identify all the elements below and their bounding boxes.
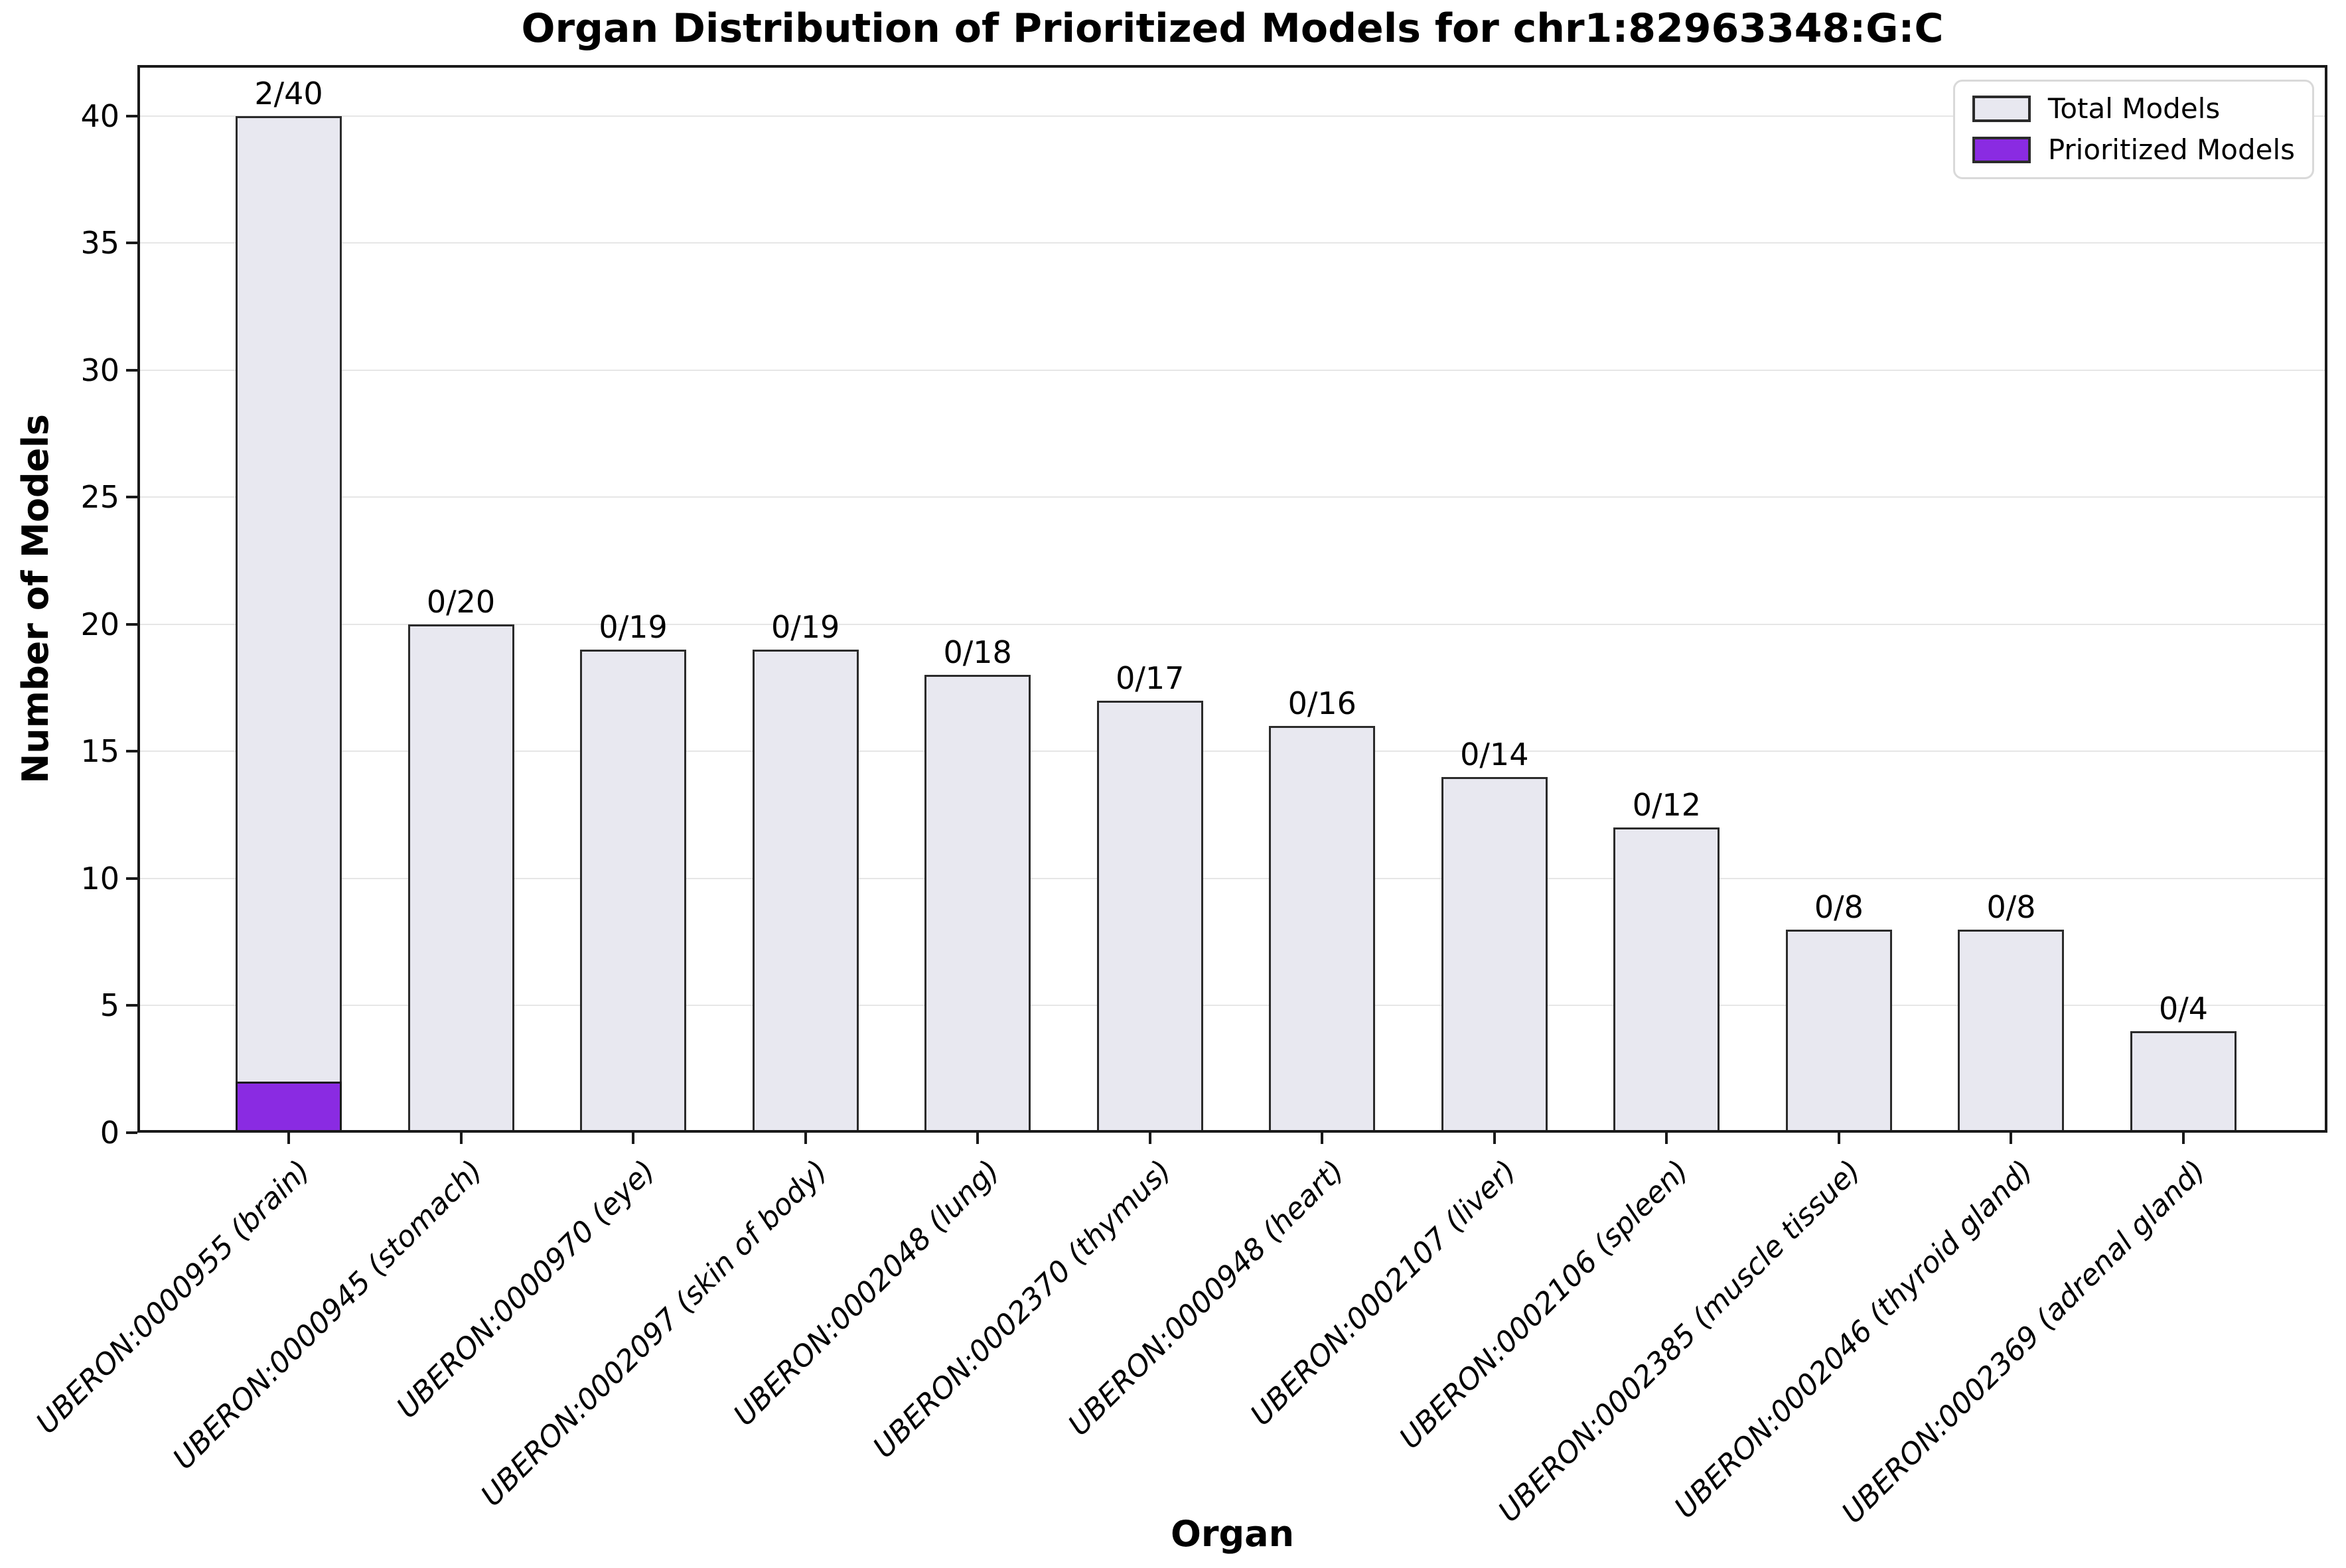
bar-annotation: 0/8 xyxy=(1986,889,2036,925)
y-axis-tick xyxy=(126,750,137,753)
bar-annotation: 0/12 xyxy=(1632,787,1702,823)
x-axis-tick xyxy=(632,1133,635,1144)
legend-label-prioritized-models: Prioritized Models xyxy=(2047,133,2295,166)
gridline xyxy=(140,115,2325,117)
total-bar xyxy=(1613,827,1720,1133)
y-axis-tick xyxy=(126,242,137,245)
x-axis-tick xyxy=(1493,1133,1496,1144)
bar-annotation: 0/18 xyxy=(943,634,1012,671)
x-axis-tick xyxy=(1321,1133,1324,1144)
bar-annotation: 0/8 xyxy=(1814,889,1864,925)
bar-annotation: 0/19 xyxy=(770,609,840,646)
y-tick-label: 30 xyxy=(80,352,119,388)
total-bar xyxy=(1096,700,1203,1133)
y-tick-label: 0 xyxy=(100,1115,119,1151)
y-tick-label: 15 xyxy=(80,733,119,770)
total-bar xyxy=(580,650,687,1133)
total-bar xyxy=(1441,776,1548,1133)
x-axis-label: Organ xyxy=(1170,1513,1295,1555)
y-axis-tick xyxy=(126,496,137,499)
x-tick-label: UBERON:0002046 (thyroid gland) xyxy=(1668,1153,2040,1526)
legend-swatch-total-models xyxy=(1972,96,2031,122)
x-tick-label: UBERON:0000948 (heart) xyxy=(1061,1153,1351,1443)
chart-title: Organ Distribution of Prioritized Models… xyxy=(521,5,1944,52)
x-axis-tick xyxy=(459,1133,463,1144)
gridline xyxy=(140,496,2325,498)
x-axis-tick xyxy=(1837,1133,1840,1144)
bar-annotation: 0/19 xyxy=(599,609,668,646)
gridline xyxy=(140,369,2325,371)
x-axis-tick xyxy=(287,1133,290,1144)
y-axis-tick xyxy=(126,114,137,117)
x-axis-tick xyxy=(2182,1133,2185,1144)
legend-item-prioritized: Prioritized Models xyxy=(1972,132,2295,168)
x-axis-tick xyxy=(804,1133,807,1144)
bar-annotation: 0/17 xyxy=(1116,660,1185,696)
bar-annotation: 0/16 xyxy=(1287,685,1356,722)
y-axis-tick xyxy=(126,622,137,626)
y-tick-label: 10 xyxy=(80,860,119,896)
x-tick-label: UBERON:0002370 (thymus) xyxy=(867,1153,1179,1465)
bar-annotation: 0/20 xyxy=(426,583,496,620)
prioritized-bar xyxy=(236,1082,342,1133)
y-tick-label: 35 xyxy=(80,225,119,261)
y-axis-tick xyxy=(126,1004,137,1007)
x-tick-label: UBERON:0002369 (adrenal gland) xyxy=(1835,1153,2212,1531)
bar-annotation: 2/40 xyxy=(254,75,323,111)
x-axis-tick xyxy=(2010,1133,2013,1144)
y-tick-label: 5 xyxy=(100,987,119,1024)
x-axis-tick xyxy=(1148,1133,1151,1144)
total-bar xyxy=(1958,929,2065,1133)
x-tick-label: UBERON:0000945 (stomach) xyxy=(167,1153,490,1476)
gridline xyxy=(140,750,2325,752)
y-axis-label: Number of Models xyxy=(14,414,56,784)
gridline xyxy=(140,877,2325,879)
total-bar xyxy=(924,675,1031,1133)
bar-annotation: 0/14 xyxy=(1460,736,1529,772)
x-tick-label: UBERON:0002106 (spleen) xyxy=(1392,1153,1696,1456)
total-bar xyxy=(1269,726,1376,1133)
y-axis-label-wrap: Number of Models xyxy=(5,65,65,1133)
gridline xyxy=(140,623,2325,625)
y-tick-label: 40 xyxy=(80,98,119,134)
legend: Total Models Prioritized Models xyxy=(1952,80,2314,179)
y-tick-label: 25 xyxy=(80,479,119,516)
x-tick-label: UBERON:0002097 (skin of body) xyxy=(474,1153,834,1514)
x-tick-label: UBERON:0002385 (muscle tissue) xyxy=(1491,1153,1868,1530)
x-axis-tick xyxy=(1665,1133,1668,1144)
y-axis-tick xyxy=(126,1131,137,1134)
x-tick-label: UBERON:0000955 (brain) xyxy=(30,1153,317,1441)
legend-item-total: Total Models xyxy=(1972,91,2295,127)
x-axis-tick xyxy=(976,1133,980,1144)
total-bar xyxy=(2130,1031,2236,1133)
y-axis-tick xyxy=(126,877,137,880)
bar-annotation: 0/4 xyxy=(2158,990,2209,1027)
total-bar xyxy=(236,115,342,1133)
gridline xyxy=(140,1005,2325,1007)
legend-swatch-prioritized-models xyxy=(1972,137,2031,163)
total-bar xyxy=(407,624,514,1133)
gridline xyxy=(140,242,2325,244)
total-bar xyxy=(1785,929,1892,1133)
total-bar xyxy=(752,650,859,1133)
y-tick-label: 20 xyxy=(80,606,119,642)
legend-label-total-models: Total Models xyxy=(2047,92,2221,125)
y-axis-tick xyxy=(126,368,137,372)
